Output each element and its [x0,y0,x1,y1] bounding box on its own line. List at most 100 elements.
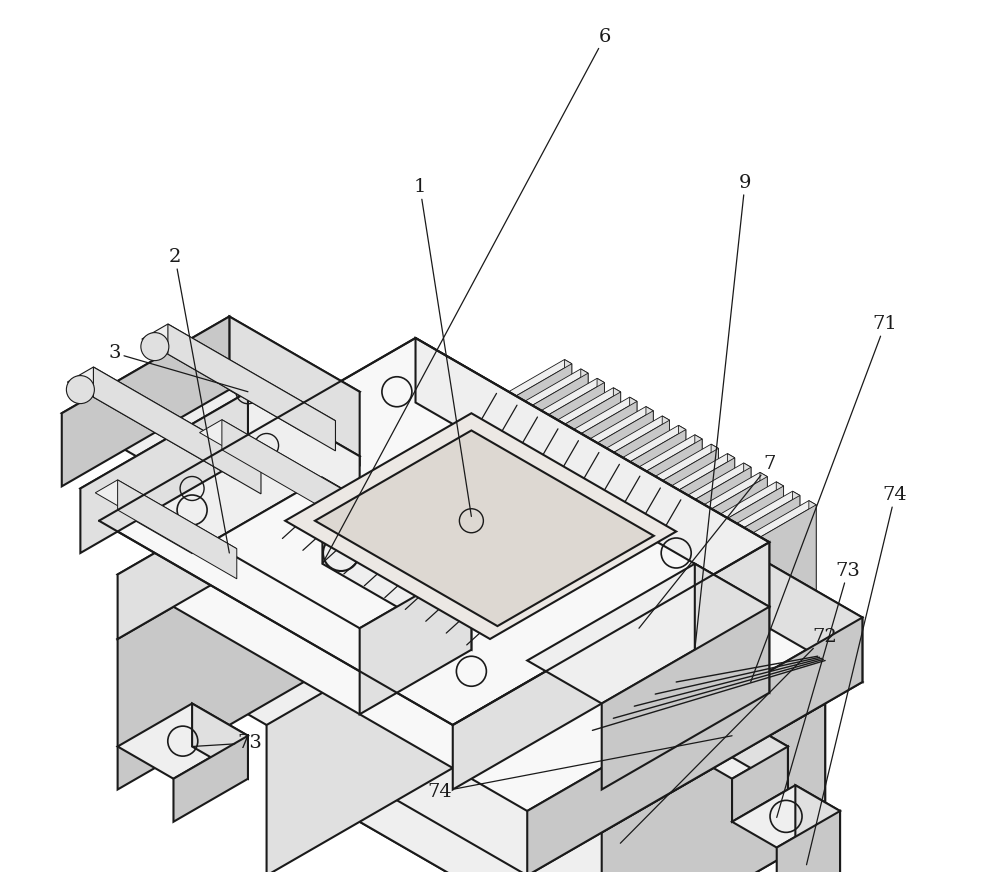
Polygon shape [322,478,471,650]
Polygon shape [479,439,702,761]
Polygon shape [118,480,237,579]
Polygon shape [453,542,769,789]
Polygon shape [360,564,471,714]
Polygon shape [455,426,686,559]
Polygon shape [99,338,769,725]
Polygon shape [95,480,237,562]
Polygon shape [564,553,825,833]
Text: 72: 72 [620,628,837,843]
Polygon shape [357,369,588,502]
Polygon shape [581,369,588,567]
Polygon shape [453,381,862,682]
Polygon shape [118,704,248,779]
Polygon shape [630,397,637,595]
Polygon shape [267,532,602,872]
Polygon shape [520,463,751,596]
Polygon shape [560,486,784,808]
Polygon shape [711,444,718,642]
Text: 3: 3 [109,344,248,392]
Text: 7: 7 [639,455,776,628]
Text: 71: 71 [751,316,897,682]
Polygon shape [406,397,637,530]
Polygon shape [613,388,621,585]
Polygon shape [423,406,653,540]
Polygon shape [365,373,588,696]
Polygon shape [390,388,621,521]
Polygon shape [760,473,767,670]
Polygon shape [576,495,800,818]
Polygon shape [713,704,788,789]
Polygon shape [67,367,261,479]
Polygon shape [776,482,784,679]
Polygon shape [795,785,840,872]
Polygon shape [695,564,769,692]
Polygon shape [381,383,604,705]
Polygon shape [118,381,453,639]
Polygon shape [777,811,840,872]
Polygon shape [192,704,248,779]
Polygon shape [809,501,816,698]
Polygon shape [602,607,769,789]
Polygon shape [462,430,686,752]
Polygon shape [173,736,248,821]
Polygon shape [118,381,862,811]
Polygon shape [597,378,604,576]
Polygon shape [416,338,769,607]
Polygon shape [118,446,453,789]
Polygon shape [93,367,261,494]
Polygon shape [793,491,800,689]
Polygon shape [341,682,602,872]
Polygon shape [553,482,784,615]
Polygon shape [229,317,360,465]
Polygon shape [248,392,360,521]
Polygon shape [528,467,751,790]
Text: 1: 1 [414,179,471,516]
Polygon shape [511,458,735,780]
Polygon shape [439,416,670,549]
Text: 2: 2 [169,249,229,553]
Polygon shape [341,359,572,493]
Polygon shape [397,392,621,714]
Polygon shape [646,406,653,604]
Polygon shape [374,378,604,512]
Text: 73: 73 [192,734,262,752]
Polygon shape [527,617,862,872]
Polygon shape [315,431,654,626]
Polygon shape [504,453,735,587]
Polygon shape [602,532,713,746]
Polygon shape [569,491,800,624]
Polygon shape [732,785,840,848]
Polygon shape [341,553,564,811]
Polygon shape [118,446,862,872]
Polygon shape [471,435,702,568]
Polygon shape [168,324,335,451]
Polygon shape [430,411,653,733]
Polygon shape [414,401,637,724]
Polygon shape [62,317,229,487]
Polygon shape [744,463,751,661]
Polygon shape [495,448,718,771]
Polygon shape [453,446,602,682]
Polygon shape [80,392,360,553]
Polygon shape [341,553,825,833]
Polygon shape [348,364,572,686]
Polygon shape [732,746,788,821]
Polygon shape [341,682,825,872]
Polygon shape [564,359,572,557]
Circle shape [66,376,94,404]
Polygon shape [602,704,825,872]
Polygon shape [211,478,471,628]
Polygon shape [620,596,713,800]
Polygon shape [658,704,788,779]
Polygon shape [142,324,335,436]
Polygon shape [544,477,767,799]
Polygon shape [488,444,718,577]
Text: 74: 74 [807,487,907,865]
Polygon shape [662,416,670,614]
Circle shape [650,555,666,572]
Polygon shape [80,392,248,553]
Text: 73: 73 [777,562,860,817]
Polygon shape [585,501,816,634]
Polygon shape [446,420,670,743]
Text: 74: 74 [428,736,732,800]
